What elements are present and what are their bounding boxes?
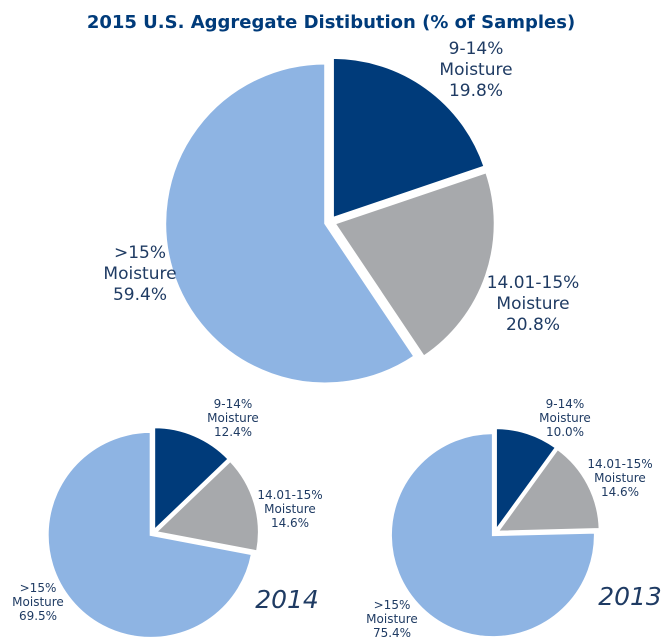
label-line: Moisture <box>264 502 316 516</box>
label-line: Moisture <box>12 595 64 609</box>
slice-label: >15% Moisture <box>12 581 64 609</box>
label-line: Moisture <box>366 612 418 626</box>
pie-title: 2014 <box>255 585 319 614</box>
label-line: 14.01-15% <box>257 488 322 502</box>
label-line: 9-14% <box>546 397 585 411</box>
pie-slice <box>389 432 596 639</box>
value-label: 59.4% <box>113 285 167 305</box>
label-line: 14.01-15% <box>487 273 580 293</box>
slice-label: 14.01-15% Moisture <box>487 273 580 314</box>
value-label: 69.5% <box>19 609 57 623</box>
slice-label: 14.01-15% Moisture <box>587 457 652 485</box>
slice-label: 14.01-15% Moisture <box>257 488 322 516</box>
pie-slice <box>46 430 254 639</box>
pie-slice <box>153 459 260 553</box>
pie-slice <box>153 426 231 533</box>
label-line: Moisture <box>496 294 569 314</box>
label-line: Moisture <box>539 411 591 425</box>
value-label: 20.8% <box>506 315 560 335</box>
slice-label: 9-14% Moisture <box>439 39 512 80</box>
slice-label: >15% Moisture <box>366 598 418 626</box>
pie-slice <box>164 62 416 385</box>
pie-slice <box>331 56 486 220</box>
label-line: 9-14% <box>214 397 253 411</box>
value-label: 75.4% <box>373 626 411 640</box>
chart-title: 2015 U.S. Aggregate Distibution (% of Sa… <box>87 12 575 33</box>
label-line: 14.01-15% <box>587 457 652 471</box>
label-line: >15% <box>374 598 411 612</box>
slice-label: 9-14% Moisture <box>539 397 591 425</box>
label-line: Moisture <box>207 411 259 425</box>
pie-title: 2013 <box>598 582 662 611</box>
value-label: 10.0% <box>546 425 584 439</box>
label-line: Moisture <box>103 264 176 284</box>
label-line: Moisture <box>594 471 646 485</box>
slice-label: >15% Moisture <box>103 243 176 284</box>
slice-label: 9-14% Moisture <box>207 397 259 425</box>
pie-slice <box>494 427 558 534</box>
pie-slice <box>333 170 496 358</box>
label-line: 9-14% <box>449 39 504 59</box>
value-label: 14.6% <box>271 516 309 530</box>
label-line: >15% <box>20 581 57 595</box>
value-label: 14.6% <box>601 485 639 499</box>
label-line: >15% <box>114 243 166 263</box>
value-label: 12.4% <box>214 425 252 439</box>
pie-slice <box>495 447 601 533</box>
value-label: 19.8% <box>449 81 503 101</box>
label-line: Moisture <box>439 60 512 80</box>
